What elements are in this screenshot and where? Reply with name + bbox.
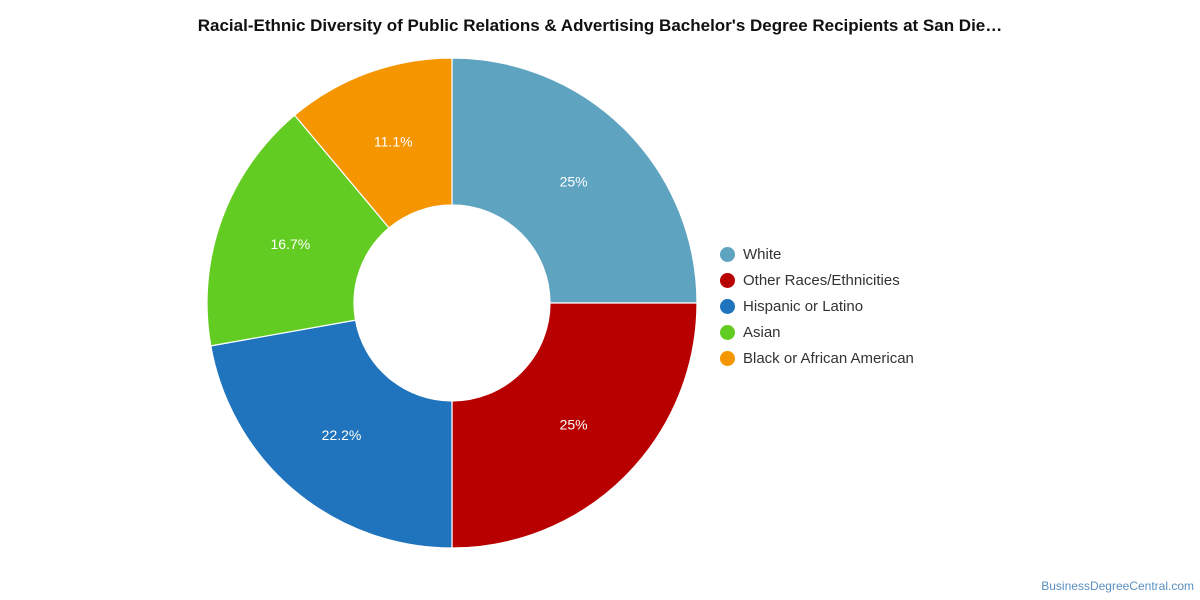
chart-title: Racial-Ethnic Diversity of Public Relati…: [197, 16, 1003, 35]
legend-label-black-african-american: Black or African American: [743, 349, 914, 367]
data-label-other-races-ethnicities: 25%: [560, 417, 588, 433]
legend-label-asian: Asian: [743, 323, 781, 341]
slice-asian[interactable]: [206, 114, 390, 347]
legend-item-other-races[interactable]: Other Races/Ethnicities: [720, 267, 914, 293]
slice-hispanic-or-latino[interactable]: [210, 319, 453, 549]
legend-swatch-other-races: [720, 272, 735, 288]
legend-swatch-asian: [720, 324, 735, 340]
legend-item-black-african-american[interactable]: Black or African American: [720, 345, 914, 371]
legend-item-white[interactable]: White: [720, 241, 914, 267]
legend-item-asian[interactable]: Asian: [720, 319, 914, 345]
chart-legend: White Other Races/Ethnicities Hispanic o…: [720, 241, 914, 371]
legend-swatch-white: [720, 246, 735, 262]
data-label-black-or-african-american: 11.1%: [374, 133, 413, 149]
legend-label-hispanic-latino: Hispanic or Latino: [743, 297, 864, 315]
legend-swatch-hispanic-latino: [720, 298, 735, 314]
source-credit[interactable]: BusinessDegreeCentral.com: [1041, 579, 1194, 593]
slice-white[interactable]: [451, 57, 698, 304]
data-label-asian: 16.7%: [271, 236, 311, 252]
legend-swatch-black-african-american: [720, 350, 735, 366]
data-label-white: 25%: [560, 173, 588, 189]
data-label-hispanic-or-latino: 22.2%: [322, 427, 362, 443]
slice-other-races-ethnicities[interactable]: [451, 302, 698, 549]
legend-item-hispanic-latino[interactable]: Hispanic or Latino: [720, 293, 914, 319]
slice-black-or-african-american[interactable]: [293, 57, 453, 229]
legend-label-white: White: [743, 245, 782, 263]
legend-label-other-races: Other Races/Ethnicities: [743, 271, 900, 289]
